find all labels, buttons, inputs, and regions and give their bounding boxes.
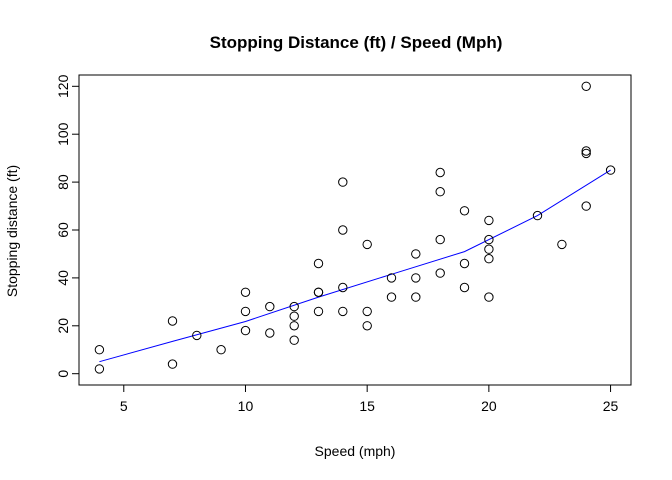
data-point [338, 225, 348, 235]
data-point [289, 301, 299, 312]
data-point [459, 282, 470, 293]
x-tick-label: 20 [481, 398, 497, 414]
data-point [167, 316, 178, 326]
data-point [581, 201, 591, 211]
data-point [362, 239, 372, 250]
data-point [435, 234, 445, 245]
x-tick-label: 25 [603, 398, 619, 414]
data-point [338, 282, 348, 293]
data-point [557, 239, 567, 250]
x-axis-label: Speed (mph) [315, 443, 396, 459]
data-point [435, 187, 445, 197]
data-point [240, 287, 251, 297]
data-point [338, 306, 348, 317]
data-point [216, 345, 226, 355]
data-point [313, 258, 324, 269]
data-point [581, 81, 591, 92]
data-point [411, 273, 421, 283]
x-tick-label: 10 [238, 398, 254, 414]
y-tick-label: 40 [55, 270, 71, 286]
data-point [484, 292, 494, 302]
data-point [459, 206, 470, 216]
data-point [313, 287, 324, 297]
data-point [265, 301, 275, 312]
y-tick-label: 0 [55, 370, 71, 378]
data-point [94, 364, 105, 374]
chart-title: Stopping Distance (ft) / Speed (Mph) [210, 33, 503, 52]
y-tick-label: 80 [55, 174, 71, 190]
y-tick-label: 20 [55, 318, 71, 334]
trend-line [99, 169, 611, 363]
data-point [386, 292, 397, 302]
data-point [313, 306, 324, 317]
data-point [289, 335, 299, 345]
data-point [167, 359, 178, 369]
data-point [459, 258, 470, 269]
data-point [581, 146, 591, 156]
plot-frame [78, 74, 632, 386]
data-point [484, 234, 494, 245]
data-point [338, 177, 348, 187]
data-point [605, 165, 616, 175]
data-point [362, 321, 372, 331]
data-point [240, 325, 251, 336]
x-tick-label: 5 [120, 398, 128, 414]
trend-layer [99, 169, 611, 363]
data-point [289, 321, 299, 331]
data-point [240, 306, 251, 317]
data-point [484, 254, 494, 264]
x-axis: 5 10 15 20 25 [120, 384, 619, 414]
y-axis-label: Stopping distance (ft) [4, 165, 20, 297]
data-point [435, 268, 445, 278]
data-point [192, 330, 202, 341]
data-point [532, 210, 543, 221]
data-point [411, 249, 421, 259]
points-layer [94, 81, 616, 374]
y-tick-label: 120 [55, 74, 71, 98]
data-point [581, 148, 591, 159]
data-point [435, 167, 445, 178]
data-point [362, 306, 372, 317]
y-axis: 0 20 40 60 80 100 120 [55, 74, 80, 378]
data-point [386, 273, 397, 283]
data-point [289, 311, 299, 321]
y-tick-label: 60 [55, 222, 71, 238]
data-point [484, 244, 494, 254]
x-tick-label: 15 [359, 398, 375, 414]
data-point [265, 328, 275, 338]
data-point [94, 345, 105, 355]
data-point [484, 215, 494, 226]
y-tick-label: 100 [55, 122, 71, 146]
data-point [411, 292, 421, 302]
